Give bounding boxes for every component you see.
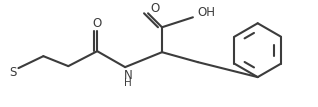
- Text: S: S: [9, 66, 16, 79]
- Text: O: O: [150, 2, 160, 15]
- Text: H: H: [124, 78, 132, 88]
- Text: O: O: [93, 17, 102, 30]
- Text: N: N: [124, 69, 133, 82]
- Text: OH: OH: [197, 6, 215, 19]
